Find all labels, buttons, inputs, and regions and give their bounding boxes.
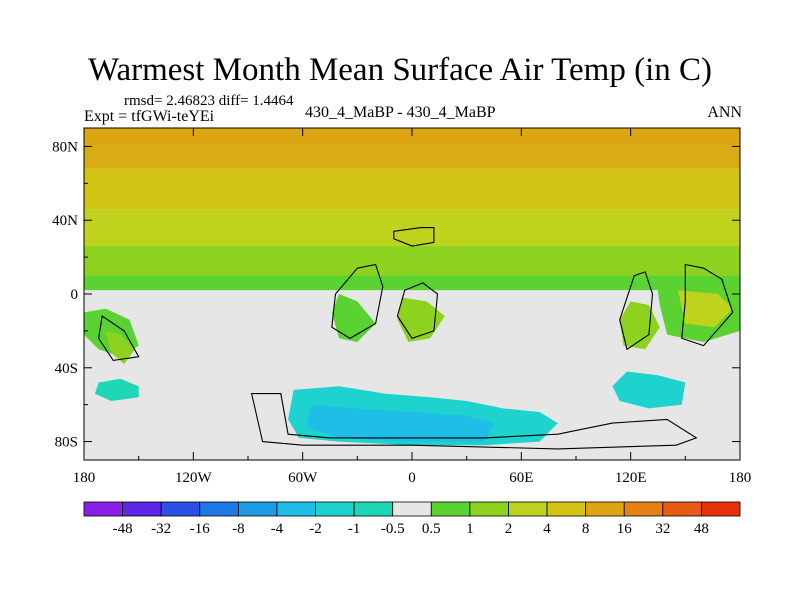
x-tick-label: 60E xyxy=(509,470,533,486)
colorbar-box-10 xyxy=(469,501,509,517)
colorbar-label: -2 xyxy=(309,521,322,537)
pacific-cyan-region xyxy=(94,378,139,401)
colorbar-box-12 xyxy=(546,501,587,517)
east-yellow xyxy=(678,290,733,328)
central-continent-outline xyxy=(396,282,439,339)
colorbar-label: 16 xyxy=(617,521,633,537)
season-label: ANN xyxy=(707,104,742,121)
colorbar-label: -32 xyxy=(151,521,171,537)
latitude-band-5 xyxy=(84,275,740,291)
latitude-band-0 xyxy=(84,128,740,147)
australia-green xyxy=(619,301,660,350)
latitude-band-3 xyxy=(84,209,740,247)
colorbar-box-9 xyxy=(430,501,471,517)
latitude-band-1 xyxy=(84,146,740,169)
far-east-continent-outline xyxy=(681,263,734,347)
x-tick-label: 0 xyxy=(408,470,416,486)
colorbar-box-7 xyxy=(353,501,394,517)
colorbar-box-8 xyxy=(392,501,432,517)
rmsd-diff-stats: rmsd= 2.46823 diff= 1.4464 xyxy=(124,93,294,109)
x-tick-label: 120E xyxy=(615,470,647,486)
latitude-band-4 xyxy=(84,246,740,276)
colorbar-box-11 xyxy=(508,501,548,517)
colorbar-label: -16 xyxy=(190,521,210,537)
y-tick-label: 80N xyxy=(52,139,78,155)
x-tick-label: 180 xyxy=(73,470,96,486)
colorbar-label: -1 xyxy=(348,521,361,537)
colorbar-box-3 xyxy=(199,501,239,517)
colorbar-label: 32 xyxy=(655,521,670,537)
colorbar-box-5 xyxy=(276,501,316,517)
colorbar-box-2 xyxy=(160,501,201,517)
northern-continent-outline xyxy=(393,227,435,247)
colorbar-box-15 xyxy=(662,501,702,517)
experiment-label: Expt = tfGWi-teYEi xyxy=(84,108,215,125)
colorbar-label: 8 xyxy=(582,521,590,537)
south-blue-region xyxy=(306,404,494,442)
x-tick-label: 180 xyxy=(729,470,752,486)
colorbar-box-16 xyxy=(701,501,741,517)
western-continent-outline xyxy=(331,263,384,339)
comparison-label: 430_4_MaBP - 430_4_MaBP xyxy=(305,104,496,121)
y-tick-label: 40N xyxy=(52,213,78,229)
colorbar-box-14 xyxy=(623,501,664,517)
colorbar-box-1 xyxy=(122,501,162,517)
colorbar-label: 48 xyxy=(694,521,709,537)
colorbar-box-4 xyxy=(237,501,278,517)
colorbar-box-6 xyxy=(315,501,355,517)
y-tick-label: 80S xyxy=(55,435,78,451)
southwest-continent-outline xyxy=(98,315,140,361)
temperature-field xyxy=(84,128,740,460)
colorbar-label: -48 xyxy=(113,521,133,537)
chart-title: Warmest Month Mean Surface Air Temp (in … xyxy=(87,52,713,88)
colorbar-label: 0.5 xyxy=(422,521,441,537)
s-america-green xyxy=(105,330,135,365)
colorbar-label: -8 xyxy=(232,521,245,537)
y-tick-label: 0 xyxy=(71,287,79,303)
colorbar-label: 1 xyxy=(466,521,474,537)
colorbar-label: -0.5 xyxy=(381,521,405,537)
colorbar-label: 2 xyxy=(505,521,513,537)
colorbar-box-0 xyxy=(83,501,123,517)
south-polar-outline xyxy=(250,393,698,450)
latitude-band-2 xyxy=(84,168,740,210)
colorbar-label: -4 xyxy=(271,521,284,537)
eastern-continent-outline xyxy=(619,271,654,351)
indian-cyan-region xyxy=(612,371,686,409)
x-tick-label: 120W xyxy=(175,470,213,486)
y-tick-label: 40S xyxy=(55,361,78,377)
colorbar-label: 4 xyxy=(543,521,551,537)
colorbar-box-13 xyxy=(585,501,625,517)
x-tick-label: 60W xyxy=(288,470,318,486)
